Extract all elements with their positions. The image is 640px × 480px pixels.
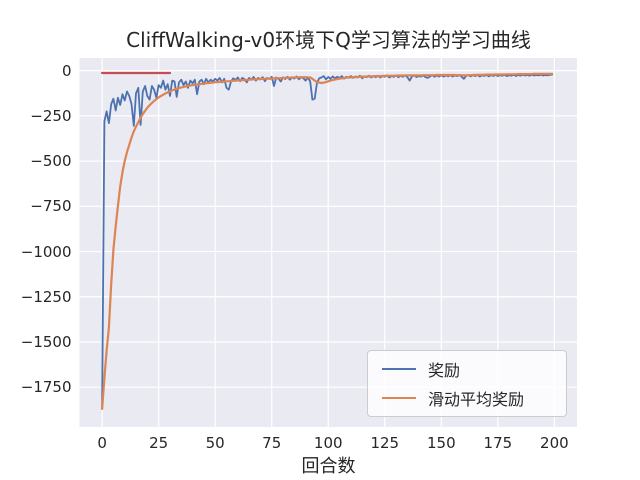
x-tick-label: 150 [426, 434, 456, 452]
moving-average-line-swatch [382, 396, 416, 399]
moving-average-line [100, 72, 554, 410]
legend-item-moving-average: 滑动平均奖励 [378, 386, 556, 411]
y-tick-label: −250 [30, 106, 72, 125]
x-tick-label: 100 [313, 434, 343, 452]
x-axis-label: 回合数 [301, 456, 356, 477]
y-tick-label: −1250 [20, 287, 72, 306]
chart-title: CliffWalking-v0环境下Q学习算法的学习曲线 [126, 28, 531, 52]
legend-label-moving-average: 滑动平均奖励 [428, 389, 525, 409]
x-tick-label: 75 [262, 434, 282, 452]
y-tick-label: −1750 [20, 378, 72, 397]
y-tick-label: −1000 [20, 242, 72, 261]
y-tick-label: −1500 [20, 332, 72, 351]
x-tick-label: 125 [370, 434, 400, 452]
x-tick-label: 200 [540, 434, 569, 452]
x-tick-label: 0 [97, 434, 107, 452]
y-tick-label: −500 [30, 152, 72, 171]
x-tick-label: 50 [205, 434, 225, 452]
reward-line-swatch [382, 368, 416, 371]
legend-item-reward: 奖励 [378, 357, 556, 382]
y-tick-label: −750 [30, 197, 72, 216]
legend-label-reward: 奖励 [428, 361, 461, 381]
x-tick-label: 175 [483, 434, 513, 452]
y-tick-label: 0 [61, 61, 72, 80]
x-tick-label: 25 [149, 434, 169, 452]
legend: 奖励 滑动平均奖励 [367, 350, 567, 417]
